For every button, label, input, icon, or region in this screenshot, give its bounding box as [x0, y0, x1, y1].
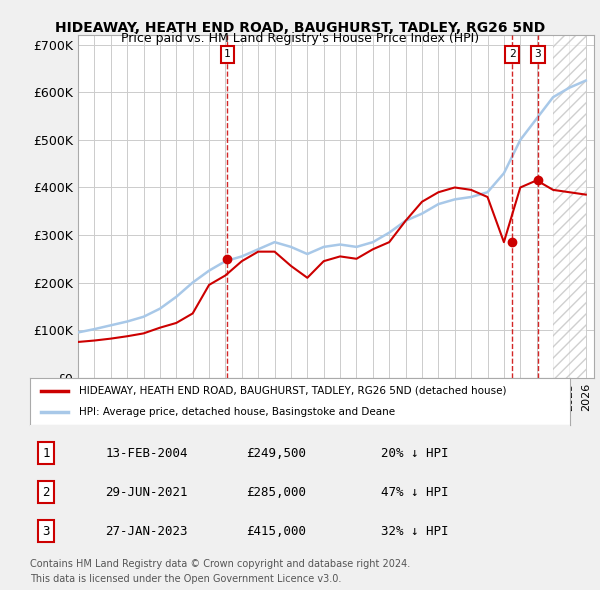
Text: 29-JUN-2021: 29-JUN-2021	[106, 486, 188, 499]
Text: £415,000: £415,000	[246, 525, 306, 537]
Text: HPI: Average price, detached house, Basingstoke and Deane: HPI: Average price, detached house, Basi…	[79, 407, 395, 417]
Text: £249,500: £249,500	[246, 447, 306, 460]
Text: HIDEAWAY, HEATH END ROAD, BAUGHURST, TADLEY, RG26 5ND: HIDEAWAY, HEATH END ROAD, BAUGHURST, TAD…	[55, 21, 545, 35]
Text: 3: 3	[43, 525, 50, 537]
Text: This data is licensed under the Open Government Licence v3.0.: This data is licensed under the Open Gov…	[30, 574, 341, 584]
Text: 20% ↓ HPI: 20% ↓ HPI	[381, 447, 449, 460]
Text: 47% ↓ HPI: 47% ↓ HPI	[381, 486, 449, 499]
Text: 3: 3	[535, 50, 541, 60]
Text: HIDEAWAY, HEATH END ROAD, BAUGHURST, TADLEY, RG26 5ND (detached house): HIDEAWAY, HEATH END ROAD, BAUGHURST, TAD…	[79, 386, 506, 396]
Text: 13-FEB-2004: 13-FEB-2004	[106, 447, 188, 460]
Text: £285,000: £285,000	[246, 486, 306, 499]
Text: 32% ↓ HPI: 32% ↓ HPI	[381, 525, 449, 537]
Text: Price paid vs. HM Land Registry's House Price Index (HPI): Price paid vs. HM Land Registry's House …	[121, 32, 479, 45]
Text: 1: 1	[224, 50, 231, 60]
Text: 2: 2	[509, 50, 515, 60]
Text: 2: 2	[43, 486, 50, 499]
Text: 1: 1	[43, 447, 50, 460]
Text: Contains HM Land Registry data © Crown copyright and database right 2024.: Contains HM Land Registry data © Crown c…	[30, 559, 410, 569]
Text: 27-JAN-2023: 27-JAN-2023	[106, 525, 188, 537]
